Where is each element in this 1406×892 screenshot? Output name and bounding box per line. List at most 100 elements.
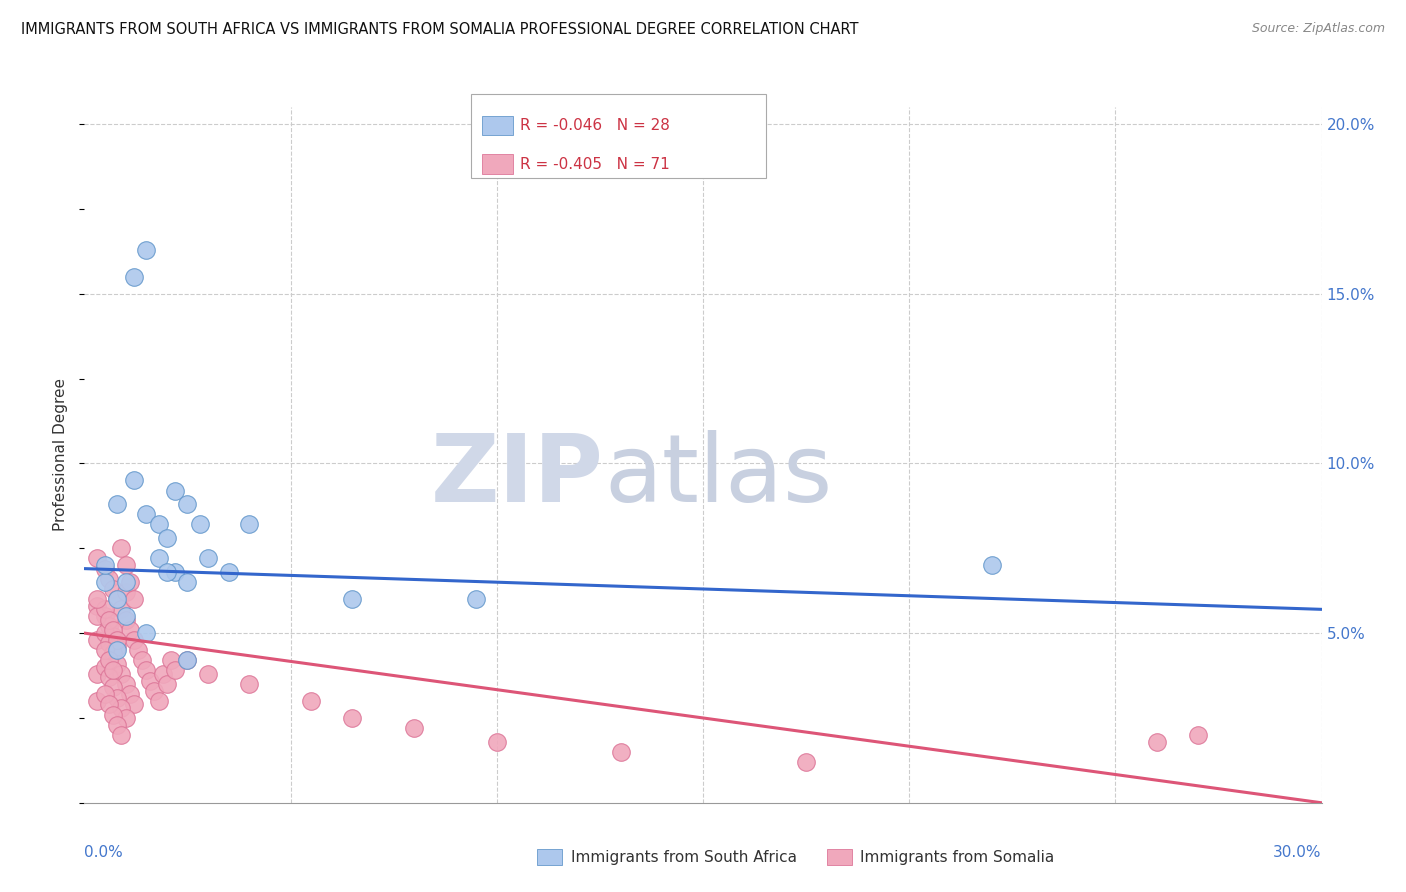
Point [86,599,108,613]
Point [160,653,183,667]
Point [114,558,136,573]
Point [135,243,157,257]
Point [103,582,125,596]
Point [86,694,108,708]
Point [110,700,132,714]
Point [103,647,125,661]
Point [152,666,174,681]
Text: atlas: atlas [605,430,832,522]
Point [131,653,153,667]
Point [218,565,240,579]
Text: 30.0%: 30.0% [1274,845,1322,860]
Point [105,657,128,671]
Point [98,698,121,712]
Point [114,677,136,691]
Point [188,517,211,532]
Point [238,517,260,532]
Point [135,508,157,522]
Point [122,698,145,712]
Point [110,728,132,742]
Point [98,613,121,627]
Point [127,643,149,657]
Point [105,632,128,647]
Point [118,575,141,590]
Point [94,660,117,674]
Point [105,640,128,654]
Point [148,517,170,532]
Point [197,666,219,681]
Point [103,630,125,644]
Point [156,677,179,691]
Point [122,269,145,284]
Point [110,666,132,681]
Point [94,687,117,701]
Point [165,483,187,498]
Point [980,558,1002,573]
Point [148,694,170,708]
Point [105,690,128,705]
Point [342,711,364,725]
Point [176,653,198,667]
Point [465,592,488,607]
Point [197,551,219,566]
Point [114,585,136,599]
Point [1187,728,1209,742]
Point [94,575,117,590]
Point [105,717,128,731]
Point [118,623,141,637]
Point [98,619,121,633]
Point [165,565,187,579]
Point [114,609,136,624]
Point [105,592,128,607]
Point [143,683,166,698]
Text: R = -0.046   N = 28: R = -0.046 N = 28 [520,118,671,133]
Point [103,681,125,695]
Point [94,609,117,624]
Point [94,643,117,657]
Point [135,664,157,678]
Point [110,602,132,616]
Point [105,643,128,657]
Point [176,497,198,511]
Text: IMMIGRANTS FROM SOUTH AFRICA VS IMMIGRANTS FROM SOMALIA PROFESSIONAL DEGREE CORR: IMMIGRANTS FROM SOUTH AFRICA VS IMMIGRAN… [21,22,859,37]
Point [110,541,132,556]
Point [86,666,108,681]
Point [105,592,128,607]
Point [86,551,108,566]
Point [122,632,145,647]
Point [609,745,631,759]
Text: Immigrants from Somalia: Immigrants from Somalia [860,850,1054,864]
Point [139,673,162,688]
Point [94,626,117,640]
Point [135,626,157,640]
Point [105,497,128,511]
Point [94,558,117,573]
Point [165,664,187,678]
Point [98,572,121,586]
Point [485,735,508,749]
Point [118,687,141,701]
Point [98,636,121,650]
Point [103,664,125,678]
Point [98,653,121,667]
Point [114,711,136,725]
Text: ZIP: ZIP [432,430,605,522]
Point [94,561,117,575]
Point [103,623,125,637]
Point [86,592,108,607]
Point [176,575,198,590]
Point [86,609,108,624]
Text: R = -0.405   N = 71: R = -0.405 N = 71 [520,157,671,171]
Point [156,565,179,579]
Point [794,755,817,769]
Y-axis label: Professional Degree: Professional Degree [53,378,69,532]
Point [299,694,322,708]
Text: 0.0%: 0.0% [84,845,124,860]
Point [98,670,121,684]
Point [122,592,145,607]
Point [122,474,145,488]
Point [86,632,108,647]
Point [94,602,117,616]
Point [114,575,136,590]
Point [404,721,426,735]
